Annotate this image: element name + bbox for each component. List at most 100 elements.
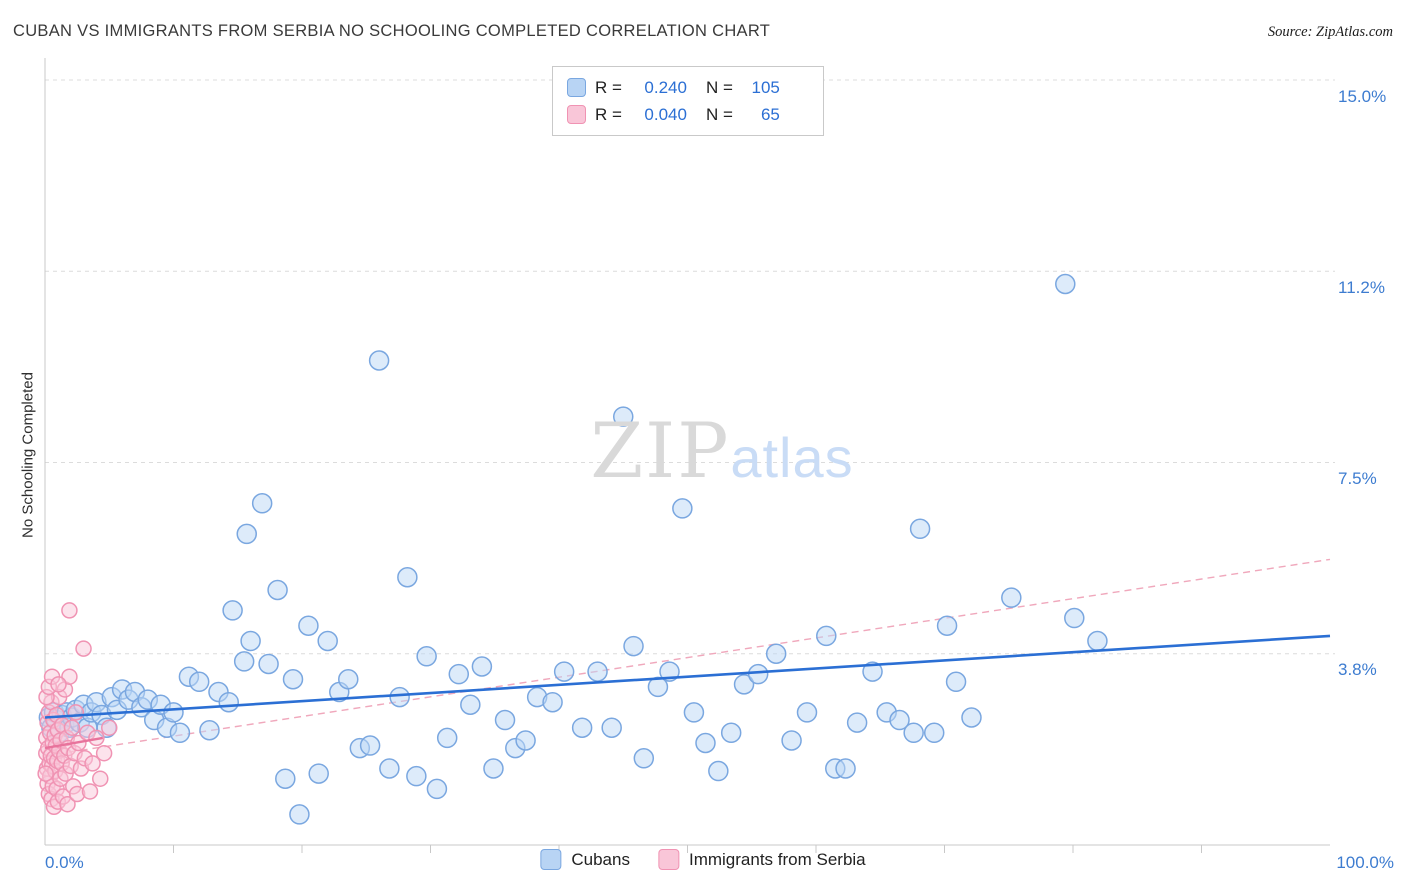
- data-point-cubans: [923, 722, 945, 744]
- n-label: N =: [705, 104, 733, 124]
- data-point-cubans: [338, 669, 359, 690]
- data-point-cubans: [233, 651, 255, 672]
- data-point-cubans: [633, 748, 655, 769]
- data-point-cubans: [436, 727, 458, 749]
- data-point-cubans: [416, 646, 437, 667]
- data-point-serbia: [63, 719, 81, 736]
- data-point-cubans: [236, 523, 257, 545]
- data-point-cubans: [587, 661, 608, 682]
- data-point-cubans: [945, 671, 967, 693]
- y-tick-label-15: 15.0%: [1338, 87, 1387, 106]
- data-point-cubans: [961, 707, 982, 728]
- data-point-cubans: [846, 712, 868, 733]
- data-point-cubans: [862, 661, 883, 682]
- cubans-swatch-icon: [567, 78, 586, 97]
- cubans-trend-line: [44, 634, 1331, 719]
- data-point-cubans: [275, 768, 296, 789]
- data-point-cubans: [1087, 630, 1108, 652]
- data-point-cubans: [542, 691, 563, 713]
- data-point-cubans: [695, 732, 716, 754]
- x-axis-min-label: 0.0%: [45, 853, 84, 872]
- legend-row-serbia: R = 0.040 N = 65: [567, 101, 811, 128]
- legend-item-cubans: Cubans: [540, 849, 630, 870]
- data-point-serbia: [50, 676, 67, 693]
- data-point-cubans: [936, 615, 958, 636]
- y-tick-label-7-5: 7.5%: [1338, 469, 1377, 488]
- data-point-cubans: [1064, 607, 1085, 629]
- data-point-cubans: [1055, 273, 1076, 295]
- legend-item-serbia: Immigrants from Serbia: [657, 849, 866, 870]
- data-point-serbia: [92, 770, 109, 787]
- serbia-legend-swatch-icon: [657, 849, 679, 870]
- data-point-cubans: [222, 600, 243, 621]
- page-title: CUBAN VS IMMIGRANTS FROM SERBIA NO SCHOO…: [13, 22, 771, 40]
- data-point-cubans: [240, 630, 261, 652]
- n-value-cubans: 105: [751, 77, 780, 97]
- data-point-cubans: [218, 691, 240, 713]
- data-point-serbia: [95, 744, 113, 762]
- data-point-cubans: [683, 702, 705, 723]
- data-point-serbia: [101, 719, 118, 736]
- data-point-cubans: [903, 722, 924, 744]
- data-point-cubans: [720, 722, 742, 744]
- y-tick-label-3-8: 3.8%: [1338, 660, 1377, 679]
- cubans-legend-swatch-icon: [540, 849, 562, 870]
- data-point-cubans: [613, 406, 634, 427]
- r-label: R =: [595, 104, 622, 124]
- data-point-cubans: [169, 722, 191, 744]
- n-label: N =: [705, 77, 733, 97]
- data-point-cubans: [163, 702, 184, 723]
- data-point-cubans: [308, 763, 329, 784]
- serbia-swatch-icon: [567, 105, 586, 124]
- correlation-legend-box: R = 0.240 N = 105 R = 0.040 N = 65: [552, 66, 824, 136]
- data-point-serbia: [84, 755, 101, 772]
- data-point-cubans: [282, 669, 304, 690]
- data-point-cubans: [251, 493, 273, 514]
- y-tick-label-11-2: 11.2%: [1338, 278, 1385, 297]
- data-point-cubans: [835, 758, 856, 779]
- data-point-cubans: [258, 653, 279, 675]
- data-point-serbia: [59, 795, 76, 813]
- data-point-serbia: [37, 765, 54, 782]
- data-point-cubans: [199, 720, 220, 741]
- cubans-legend-label: Cubans: [571, 849, 630, 869]
- n-value-serbia: 65: [760, 104, 780, 124]
- data-point-cubans: [781, 730, 802, 751]
- x-axis-max-label: 100.0%: [1336, 853, 1394, 872]
- data-point-cubans: [406, 765, 427, 787]
- data-point-cubans: [368, 350, 390, 371]
- data-point-cubans: [379, 758, 400, 779]
- data-point-cubans: [553, 661, 575, 682]
- data-point-cubans: [889, 709, 910, 731]
- data-point-cubans: [623, 635, 644, 657]
- data-point-cubans: [515, 730, 536, 751]
- data-point-cubans: [289, 804, 310, 825]
- data-point-cubans: [1001, 587, 1022, 608]
- data-point-cubans: [397, 567, 418, 588]
- data-point-cubans: [460, 694, 481, 715]
- data-point-cubans: [298, 615, 319, 636]
- data-point-cubans: [426, 778, 448, 800]
- data-point-cubans: [909, 518, 931, 540]
- data-point-cubans: [601, 717, 622, 738]
- serbia-trend-line-dashed: [44, 558, 1331, 757]
- data-point-serbia: [61, 602, 78, 619]
- data-point-cubans: [359, 735, 381, 756]
- serbia-legend-label: Immigrants from Serbia: [688, 849, 866, 869]
- data-point-serbia: [81, 783, 99, 800]
- y-axis-label: No Schooling Completed: [19, 372, 37, 538]
- data-point-cubans: [816, 625, 837, 647]
- data-point-cubans: [571, 717, 593, 738]
- data-point-cubans: [471, 656, 493, 677]
- serbia-trend-line-solid: [44, 736, 104, 750]
- data-point-cubans: [672, 498, 693, 519]
- source-attribution: Source: ZipAtlas.com: [1267, 24, 1393, 40]
- data-point-serbia: [67, 704, 85, 721]
- data-point-cubans: [389, 686, 410, 708]
- data-point-cubans: [733, 674, 755, 695]
- data-point-cubans: [317, 630, 338, 652]
- data-point-cubans: [483, 758, 504, 779]
- data-point-cubans: [708, 760, 729, 782]
